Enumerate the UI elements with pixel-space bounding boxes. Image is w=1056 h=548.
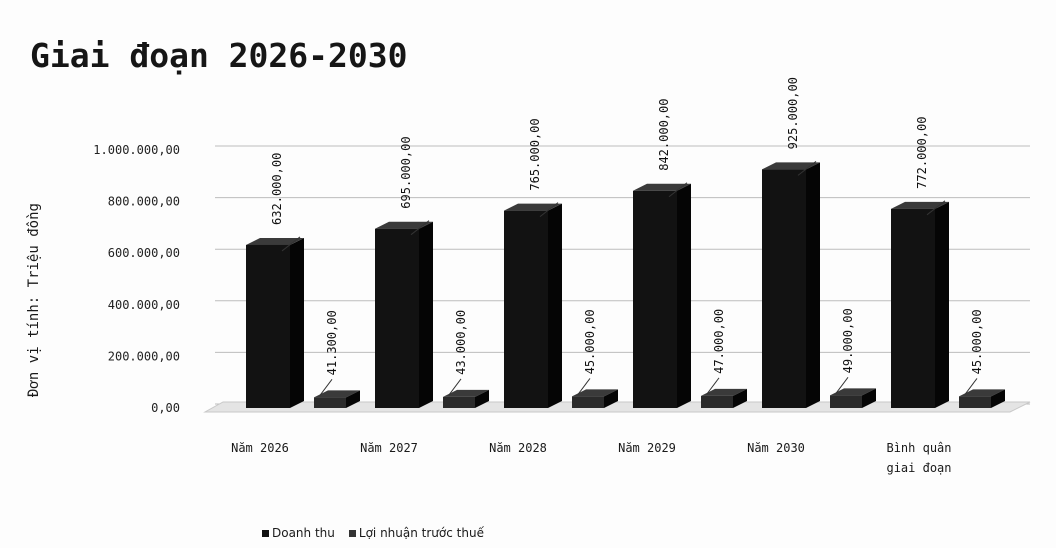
leader-line <box>281 236 301 252</box>
data-label-profit: 49.000,00 <box>841 308 855 373</box>
leader-line <box>926 200 946 216</box>
leader-line <box>964 378 978 395</box>
y-tick-label: 600.000,00 <box>108 246 180 260</box>
x-tick-label: Năm 2029 <box>618 441 676 455</box>
leader-line <box>410 220 430 236</box>
y-tick-label: 200.000,00 <box>108 349 180 363</box>
bar-revenue <box>762 169 806 408</box>
x-tick-label: Năm 2028 <box>489 441 547 455</box>
leader-line <box>319 379 333 396</box>
bar-revenue-side <box>677 183 691 408</box>
data-label-revenue: 632.000,00 <box>270 153 284 225</box>
legend-label-revenue: Doanh thu <box>272 526 335 540</box>
legend-label-profit: Lợi nhuận trước thuế <box>358 526 484 540</box>
leader-line <box>706 377 720 395</box>
bar-profit-top <box>959 389 1005 397</box>
data-label-profit: 47.000,00 <box>712 309 726 374</box>
bar-profit-side <box>733 388 747 408</box>
y-tick-label: 0,00 <box>151 401 180 415</box>
chart-title: Giai đoạn 2026-2030 <box>30 36 408 75</box>
bar-revenue-top <box>504 203 562 211</box>
leader-line <box>835 377 849 394</box>
x-tick-label: Năm 2027 <box>360 441 418 455</box>
leader-line <box>797 160 817 176</box>
bar-revenue-top <box>375 221 433 229</box>
bar-profit <box>830 395 862 408</box>
bar-revenue-top <box>633 183 691 191</box>
data-label-revenue: 772.000,00 <box>915 117 929 189</box>
legend-item-profit: Lợi nhuận trước thuế <box>348 526 484 540</box>
data-label-profit: 43.000,00 <box>454 310 468 375</box>
leader-line <box>539 202 559 218</box>
data-label-profit: 41.300,00 <box>325 310 339 375</box>
bar-revenue-side <box>290 237 304 408</box>
leader-line <box>577 378 591 395</box>
bar-revenue-side <box>548 203 562 408</box>
data-label-revenue: 765.000,00 <box>528 118 542 190</box>
bar-profit-top <box>443 389 489 397</box>
data-label-revenue: 695.000,00 <box>399 136 413 208</box>
bar-profit-side <box>604 389 618 408</box>
y-axis-label: Đơn vị tính: Triệu đồng <box>26 203 42 397</box>
bar-profit-top <box>572 389 618 397</box>
bar-profit-side <box>862 388 876 408</box>
data-label-profit: 45.000,00 <box>583 309 597 374</box>
bar-revenue <box>891 208 935 408</box>
bar-profit <box>443 396 475 408</box>
bar-profit-side <box>346 390 360 408</box>
legend: Doanh thu Lợi nhuận trước thuế <box>262 526 484 540</box>
bar-revenue-side <box>806 162 820 408</box>
bar-profit-side <box>991 389 1005 408</box>
bar-revenue <box>504 210 548 408</box>
leader-line <box>448 378 462 396</box>
bar-revenue <box>375 228 419 408</box>
bar-profit-side <box>475 389 489 408</box>
bar-revenue-top <box>762 162 820 170</box>
y-tick-label: 1.000.000,00 <box>93 143 180 157</box>
bar-profit <box>572 396 604 408</box>
bar-profit-top <box>701 388 747 396</box>
x-tick-label: Năm 2030 <box>747 441 805 455</box>
y-tick-label: 400.000,00 <box>108 298 180 312</box>
x-tick-label: Năm 2026 <box>231 441 289 455</box>
legend-swatch-revenue <box>262 529 269 537</box>
x-tick-label: Bình quân <box>886 441 951 455</box>
bar-profit <box>959 396 991 408</box>
leader-line <box>668 182 688 198</box>
legend-item-revenue: Doanh thu <box>262 526 335 540</box>
bar-profit-top <box>830 388 876 396</box>
bar-revenue-top <box>891 201 949 209</box>
bar-profit-top <box>314 390 360 398</box>
bar-revenue <box>633 190 677 408</box>
bar-revenue-side <box>419 221 433 408</box>
data-label-profit: 45.000,00 <box>970 309 984 374</box>
bar-profit <box>314 397 346 408</box>
bar-revenue-side <box>935 201 949 408</box>
data-label-revenue: 842.000,00 <box>657 99 671 171</box>
legend-swatch-profit <box>348 529 356 537</box>
x-tick-label: giai đoạn <box>886 461 951 475</box>
bar-revenue-top <box>246 237 304 245</box>
bar-revenue <box>246 244 290 408</box>
bar-profit <box>701 395 733 408</box>
y-tick-label: 800.000,00 <box>108 195 180 209</box>
data-label-revenue: 925.000,00 <box>786 77 800 149</box>
